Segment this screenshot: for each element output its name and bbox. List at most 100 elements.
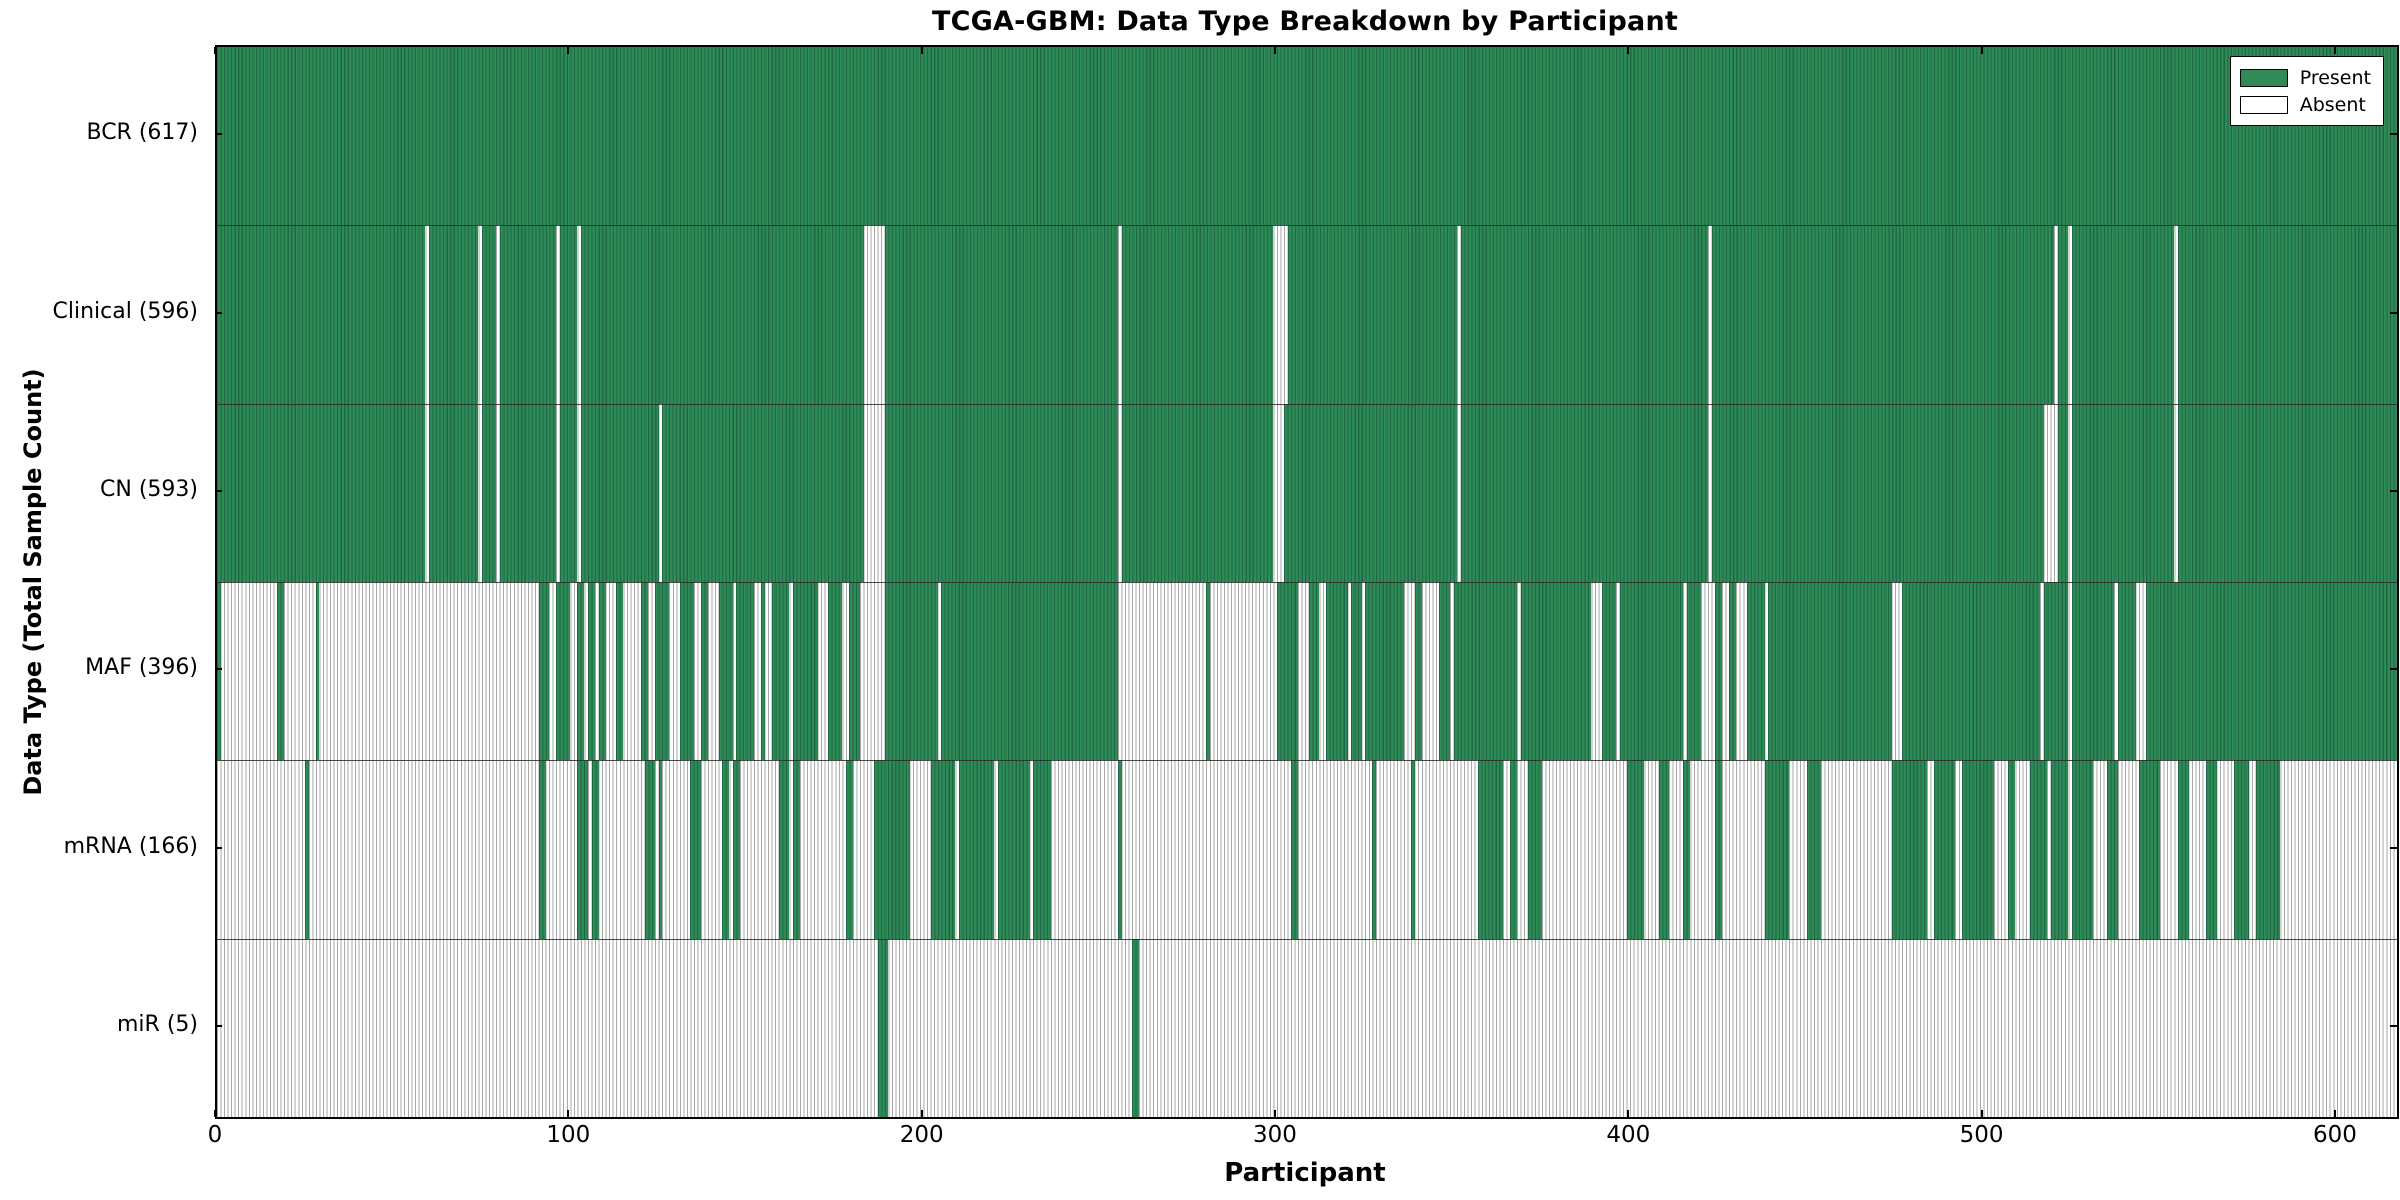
y-tick-mark xyxy=(215,133,222,136)
present-segment xyxy=(845,760,853,939)
row-separator xyxy=(217,582,2397,583)
present-segment xyxy=(701,582,709,761)
present-segment xyxy=(616,582,624,761)
present-segment xyxy=(1291,760,1299,939)
present-segment xyxy=(217,47,2397,226)
present-segment xyxy=(1206,582,1210,761)
y-tick-label: MAF (396) xyxy=(85,655,198,681)
present-segment xyxy=(1132,938,1140,1117)
x-tick-mark xyxy=(2333,1110,2336,1117)
present-segment xyxy=(2071,403,2175,582)
present-segment xyxy=(644,760,656,939)
present-segment xyxy=(1520,582,1592,761)
present-segment xyxy=(1351,582,1362,761)
present-segment xyxy=(1715,760,1723,939)
y-tick-mark xyxy=(2390,1024,2397,1027)
present-segment xyxy=(2057,403,2069,582)
heatmap-row-mRNA xyxy=(217,760,2397,939)
present-segment xyxy=(428,403,479,582)
present-segment xyxy=(655,582,670,761)
y-axis-label: Data Type (Total Sample Count) xyxy=(19,368,47,796)
present-segment xyxy=(315,582,320,761)
heatmap-row-CN xyxy=(217,403,2397,582)
legend-item-absent: Absent xyxy=(2239,91,2371,118)
present-segment xyxy=(1626,760,1645,939)
present-segment xyxy=(877,938,889,1117)
present-segment xyxy=(2139,760,2161,939)
present-segment xyxy=(1715,582,1723,761)
present-segment xyxy=(792,760,800,939)
x-tick-label: 300 xyxy=(1253,1122,1297,1148)
present-segment xyxy=(580,225,864,404)
present-segment xyxy=(559,225,578,404)
present-segment xyxy=(1121,225,1274,404)
y-tick-mark xyxy=(2390,668,2397,671)
present-segment xyxy=(1308,582,1320,761)
x-tick-label: 400 xyxy=(1606,1122,1651,1148)
row-separator xyxy=(217,938,2397,940)
x-tick-mark xyxy=(214,1110,216,1117)
present-segment xyxy=(2057,225,2069,404)
present-segment xyxy=(217,403,426,582)
heatmap-row-MAF xyxy=(217,582,2397,761)
present-segment xyxy=(1902,582,2041,761)
x-axis-label: Participant xyxy=(1224,1158,1386,1188)
present-segment xyxy=(849,582,861,761)
present-segment xyxy=(1372,760,1376,939)
present-segment xyxy=(591,760,599,939)
present-segment xyxy=(1460,403,1708,582)
present-segment xyxy=(2146,582,2397,761)
present-segment xyxy=(1284,403,1458,582)
present-segment xyxy=(1768,582,1892,761)
present-segment xyxy=(1411,760,1415,939)
y-tick-label: CN (593) xyxy=(100,476,198,502)
x-tick-mark xyxy=(2333,47,2336,54)
present-segment xyxy=(559,403,578,582)
present-segment xyxy=(2234,760,2249,939)
present-segment xyxy=(2107,760,2118,939)
present-segment xyxy=(2206,760,2217,939)
x-tick-mark xyxy=(1980,1110,1983,1117)
x-tick-label: 600 xyxy=(2312,1122,2357,1148)
chart-title: TCGA-GBM: Data Type Breakdown by Partici… xyxy=(932,6,1678,37)
y-tick-label: mRNA (166) xyxy=(63,833,198,859)
legend-present-label: Present xyxy=(2299,66,2371,89)
present-segment xyxy=(481,225,497,404)
present-segment xyxy=(771,582,790,761)
y-tick-mark xyxy=(215,846,222,849)
present-segment xyxy=(277,582,285,761)
y-tick-label: BCR (617) xyxy=(86,120,198,146)
present-segment xyxy=(1764,760,1790,939)
plot-area: Present Absent xyxy=(215,45,2399,1119)
y-tick-label: miR (5) xyxy=(117,1011,198,1037)
present-segment xyxy=(1033,760,1051,939)
present-segment xyxy=(884,582,938,761)
x-tick-mark xyxy=(567,1110,570,1117)
x-tick-mark xyxy=(920,47,923,54)
present-segment xyxy=(1414,582,1422,761)
heatmap-row-miR xyxy=(217,938,2397,1117)
y-tick-mark xyxy=(2390,133,2397,136)
present-segment xyxy=(2177,760,2189,939)
present-segment xyxy=(2177,403,2397,582)
present-segment xyxy=(722,760,730,939)
present-segment xyxy=(577,582,585,761)
present-segment xyxy=(1891,760,1928,939)
present-segment xyxy=(217,225,426,404)
present-segment xyxy=(679,582,694,761)
present-segment xyxy=(1365,582,1405,761)
present-segment xyxy=(1117,760,1122,939)
present-segment xyxy=(997,760,1030,939)
legend-absent-label: Absent xyxy=(2299,93,2366,116)
present-segment xyxy=(587,582,596,761)
x-tick-mark xyxy=(1627,1110,1630,1117)
x-tick-mark xyxy=(567,47,570,54)
present-segment xyxy=(538,760,546,939)
x-tick-label: 500 xyxy=(1959,1122,2004,1148)
present-segment xyxy=(1934,760,1956,939)
row-separator xyxy=(217,225,2397,227)
present-segment xyxy=(828,582,843,761)
x-tick-mark xyxy=(920,1110,923,1117)
present-segment xyxy=(2071,582,2115,761)
